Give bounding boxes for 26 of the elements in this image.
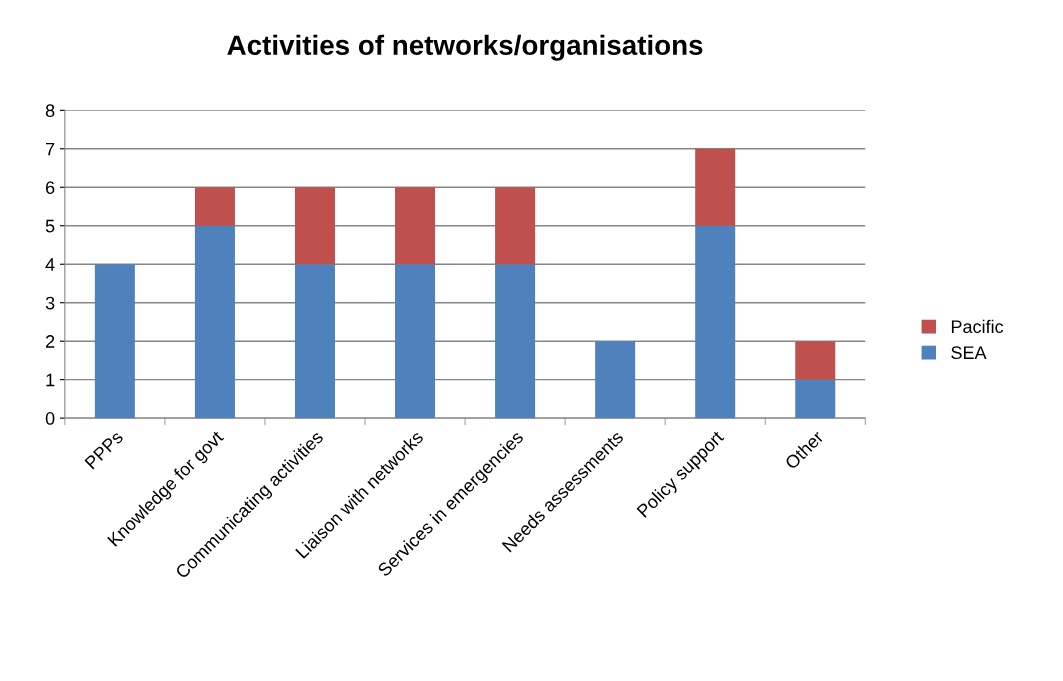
y-tick-label: 1 — [46, 373, 55, 387]
bar — [194, 225, 235, 419]
y-tick-label: 8 — [45, 104, 55, 118]
bar — [395, 187, 436, 265]
bar — [795, 379, 836, 419]
bar — [695, 148, 736, 226]
y-tick-label: 5 — [45, 219, 55, 233]
bar — [294, 264, 335, 419]
bar — [294, 187, 335, 265]
y-tick-label: 7 — [46, 142, 55, 156]
bar — [595, 341, 636, 419]
bar — [695, 225, 736, 419]
legend-label: Pacific — [951, 319, 1004, 334]
legend-label: SEA — [951, 346, 987, 360]
bar — [395, 264, 436, 419]
bar — [495, 187, 536, 265]
y-tick-label: 2 — [45, 335, 55, 348]
y-tick-label: 4 — [45, 258, 55, 271]
bar — [194, 187, 235, 226]
bar — [495, 264, 536, 419]
y-tick-label: 3 — [45, 296, 55, 310]
chart-title: Activities of networks/organisations — [227, 34, 703, 61]
y-tick-label: 6 — [46, 181, 55, 194]
y-tick-label: 0 — [45, 412, 55, 425]
bar — [94, 264, 135, 419]
bar — [795, 341, 836, 380]
